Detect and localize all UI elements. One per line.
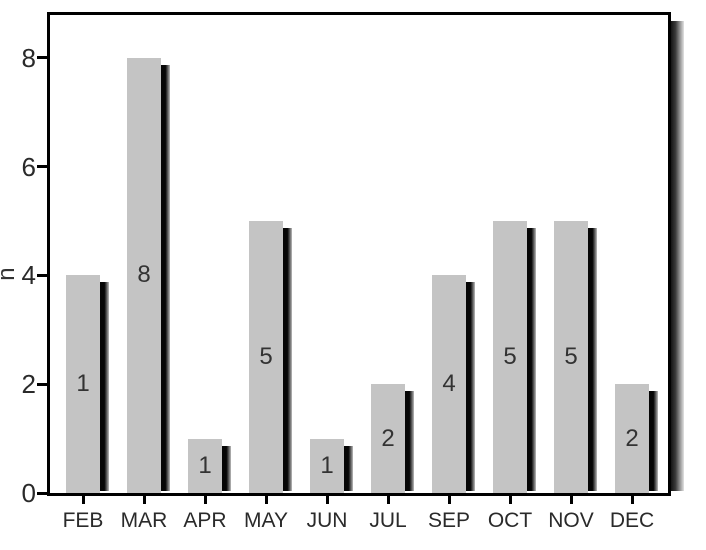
bar-drop-shadow: [344, 445, 353, 491]
bar-value-label: 2: [625, 424, 639, 452]
bar: [310, 438, 344, 493]
bar-value-label: 8: [137, 261, 151, 289]
bar-drop-shadow: [283, 228, 292, 491]
x-axis-tick-label: FEB: [62, 509, 104, 532]
x-axis-tick: [264, 493, 268, 504]
x-axis-tick: [203, 493, 207, 504]
x-axis-tick: [447, 493, 451, 504]
bar-value-label: 1: [320, 451, 334, 479]
bar-drop-shadow: [405, 391, 414, 491]
bar-drop-shadow: [222, 445, 231, 491]
y-axis-tick-label: 2: [21, 369, 36, 400]
bar-drop-shadow: [100, 282, 109, 491]
x-axis-tick: [386, 493, 390, 504]
x-axis-tick: [325, 493, 329, 504]
bar-drop-shadow: [527, 228, 536, 491]
bar-value-label: 5: [564, 343, 578, 370]
bar-drop-shadow: [466, 282, 475, 491]
y-axis-tick: [37, 56, 48, 60]
x-axis-tick-label: JUL: [369, 509, 407, 532]
bar: [188, 438, 222, 493]
bar-drop-shadow: [588, 228, 597, 491]
y-axis-tick: [37, 491, 48, 495]
bar: [432, 275, 466, 493]
plot-frame: [47, 12, 671, 496]
bar: [249, 221, 283, 493]
frame-drop-shadow: [671, 21, 684, 491]
x-axis-tick: [630, 493, 634, 504]
y-axis-tick-label: 4: [21, 260, 36, 291]
y-axis-tick-label: 0: [21, 478, 36, 508]
bar: [615, 384, 649, 493]
y-axis-tick-label: 6: [21, 151, 36, 182]
x-axis-tick-label: SEP: [427, 509, 471, 532]
x-axis-tick-label: JUN: [306, 509, 348, 532]
y-axis-tick-label: 8: [21, 42, 36, 73]
x-axis-tick-label: APR: [183, 509, 227, 532]
x-axis-tick-label: MAR: [120, 509, 168, 532]
bar-drop-shadow: [649, 391, 658, 491]
bar: [554, 221, 588, 493]
bar: [371, 384, 405, 493]
x-axis-tick: [142, 493, 146, 504]
bar-value-label: 1: [76, 370, 90, 398]
y-axis-tick: [37, 273, 48, 277]
bar-value-label: 5: [503, 343, 517, 370]
bar: [127, 57, 161, 493]
x-axis-tick-label: DEC: [609, 509, 655, 532]
bar-value-label: 1: [198, 451, 212, 479]
bar-value-label: 5: [259, 343, 273, 370]
y-axis-tick: [37, 165, 48, 169]
bar: [66, 275, 100, 493]
bar: [493, 221, 527, 493]
x-axis-tick: [508, 493, 512, 504]
x-axis-tick-label: NOV: [548, 509, 594, 532]
x-axis-tick: [81, 493, 85, 504]
y-axis-tick: [37, 382, 48, 386]
x-axis-tick-label: MAY: [244, 509, 288, 532]
bar-value-label: 2: [381, 424, 395, 452]
x-axis-tick: [569, 493, 573, 504]
x-axis-tick-label: OCT: [487, 509, 533, 532]
bar-drop-shadow: [161, 64, 170, 491]
bar-value-label: 4: [442, 370, 456, 398]
